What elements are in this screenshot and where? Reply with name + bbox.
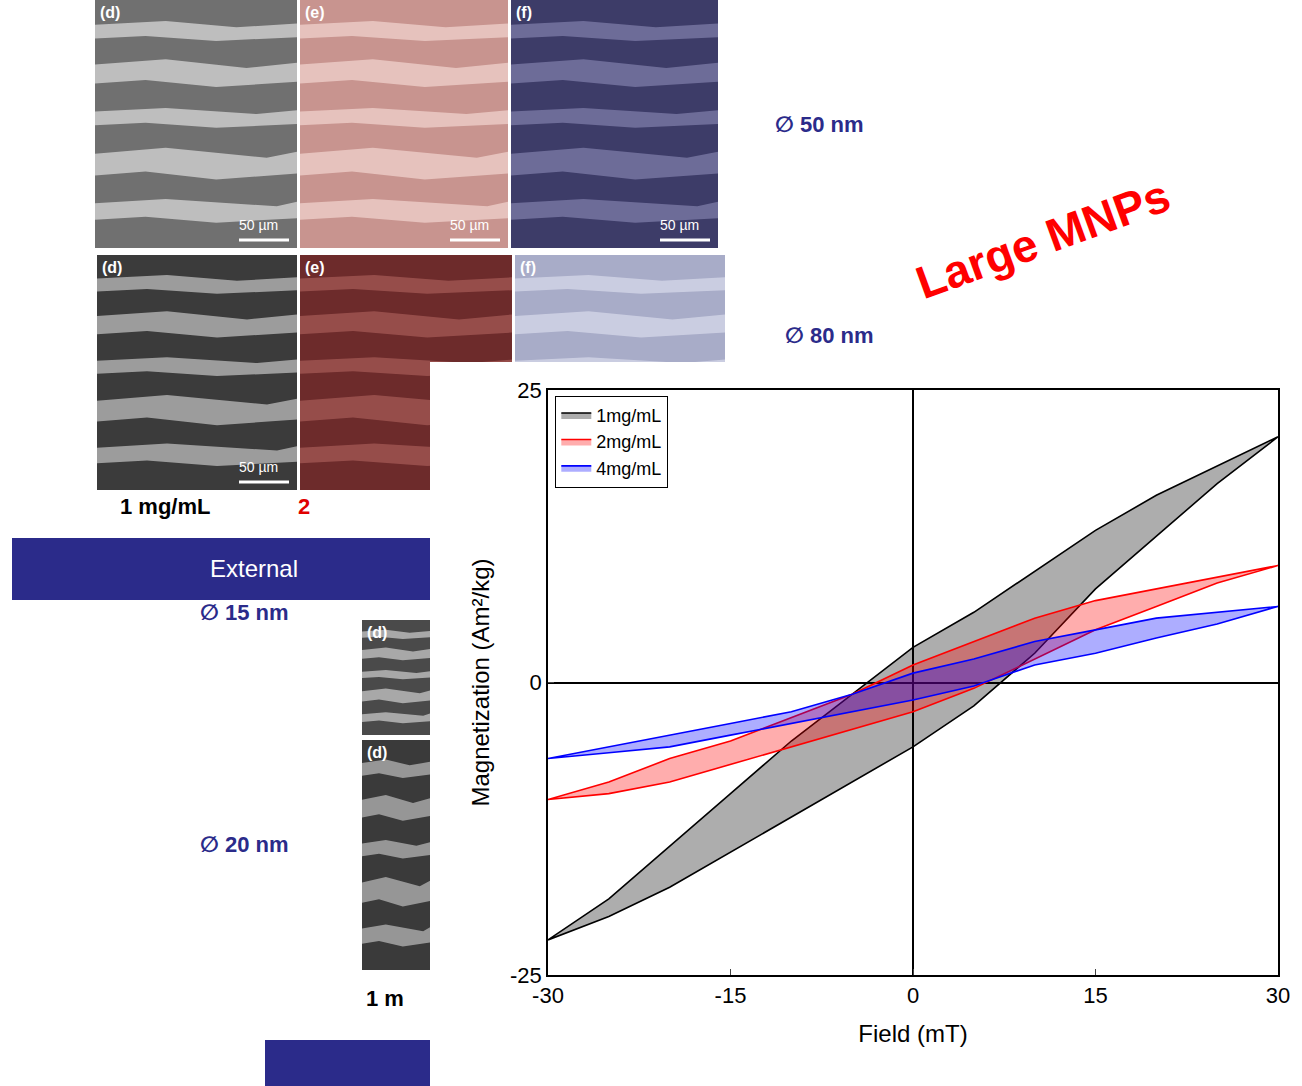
html-text:(d): (d) <box>367 624 388 641</box>
svg-text:1mg/mL: 1mg/mL <box>596 406 661 426</box>
svg-text:-15: -15 <box>715 983 747 1008</box>
html-text:50 µm: 50 µm <box>450 217 490 233</box>
svg-text:15: 15 <box>1083 983 1107 1008</box>
html-text:50 µm: 50 µm <box>660 217 700 233</box>
html-text:2: 2 <box>298 494 311 519</box>
svg-text:30: 30 <box>1266 983 1290 1008</box>
html-text:Large MNPs: Large MNPs <box>909 169 1177 309</box>
html-text:External: External <box>210 555 298 582</box>
svg-text:0: 0 <box>530 670 542 695</box>
html-text:1 m: 1 m <box>366 986 404 1011</box>
svg-text:-25: -25 <box>510 963 542 988</box>
svg-text:4mg/mL: 4mg/mL <box>596 459 661 479</box>
html-text:(d): (d) <box>102 259 123 276</box>
html-text:∅ 20 nm: ∅ 20 nm <box>200 832 289 857</box>
svg-text:25: 25 <box>517 378 541 403</box>
html-text:1 mg/mL: 1 mg/mL <box>120 494 211 519</box>
html-text:(f): (f) <box>516 4 532 21</box>
html-text:50 µm: 50 µm <box>239 217 279 233</box>
svg-text:Magnetization (Am²/kg): Magnetization (Am²/kg) <box>467 558 494 806</box>
html-text:(f): (f) <box>520 259 536 276</box>
svg-text:2mg/mL: 2mg/mL <box>596 432 661 452</box>
svg-text:0: 0 <box>907 983 919 1008</box>
html-text:∅ 80 nm: ∅ 80 nm <box>785 323 874 348</box>
html-text:∅ 15 nm: ∅ 15 nm <box>200 600 289 625</box>
html-text:50 µm: 50 µm <box>239 459 279 475</box>
html-text:(e): (e) <box>305 4 325 21</box>
svg-text:Field (mT): Field (mT) <box>858 1020 967 1047</box>
html-text:(d): (d) <box>367 744 388 761</box>
svg-text:-30: -30 <box>532 983 564 1008</box>
html-text:(e): (e) <box>305 259 325 276</box>
html-text:(d): (d) <box>100 4 121 21</box>
html-text:∅ 50 nm: ∅ 50 nm <box>775 112 864 137</box>
